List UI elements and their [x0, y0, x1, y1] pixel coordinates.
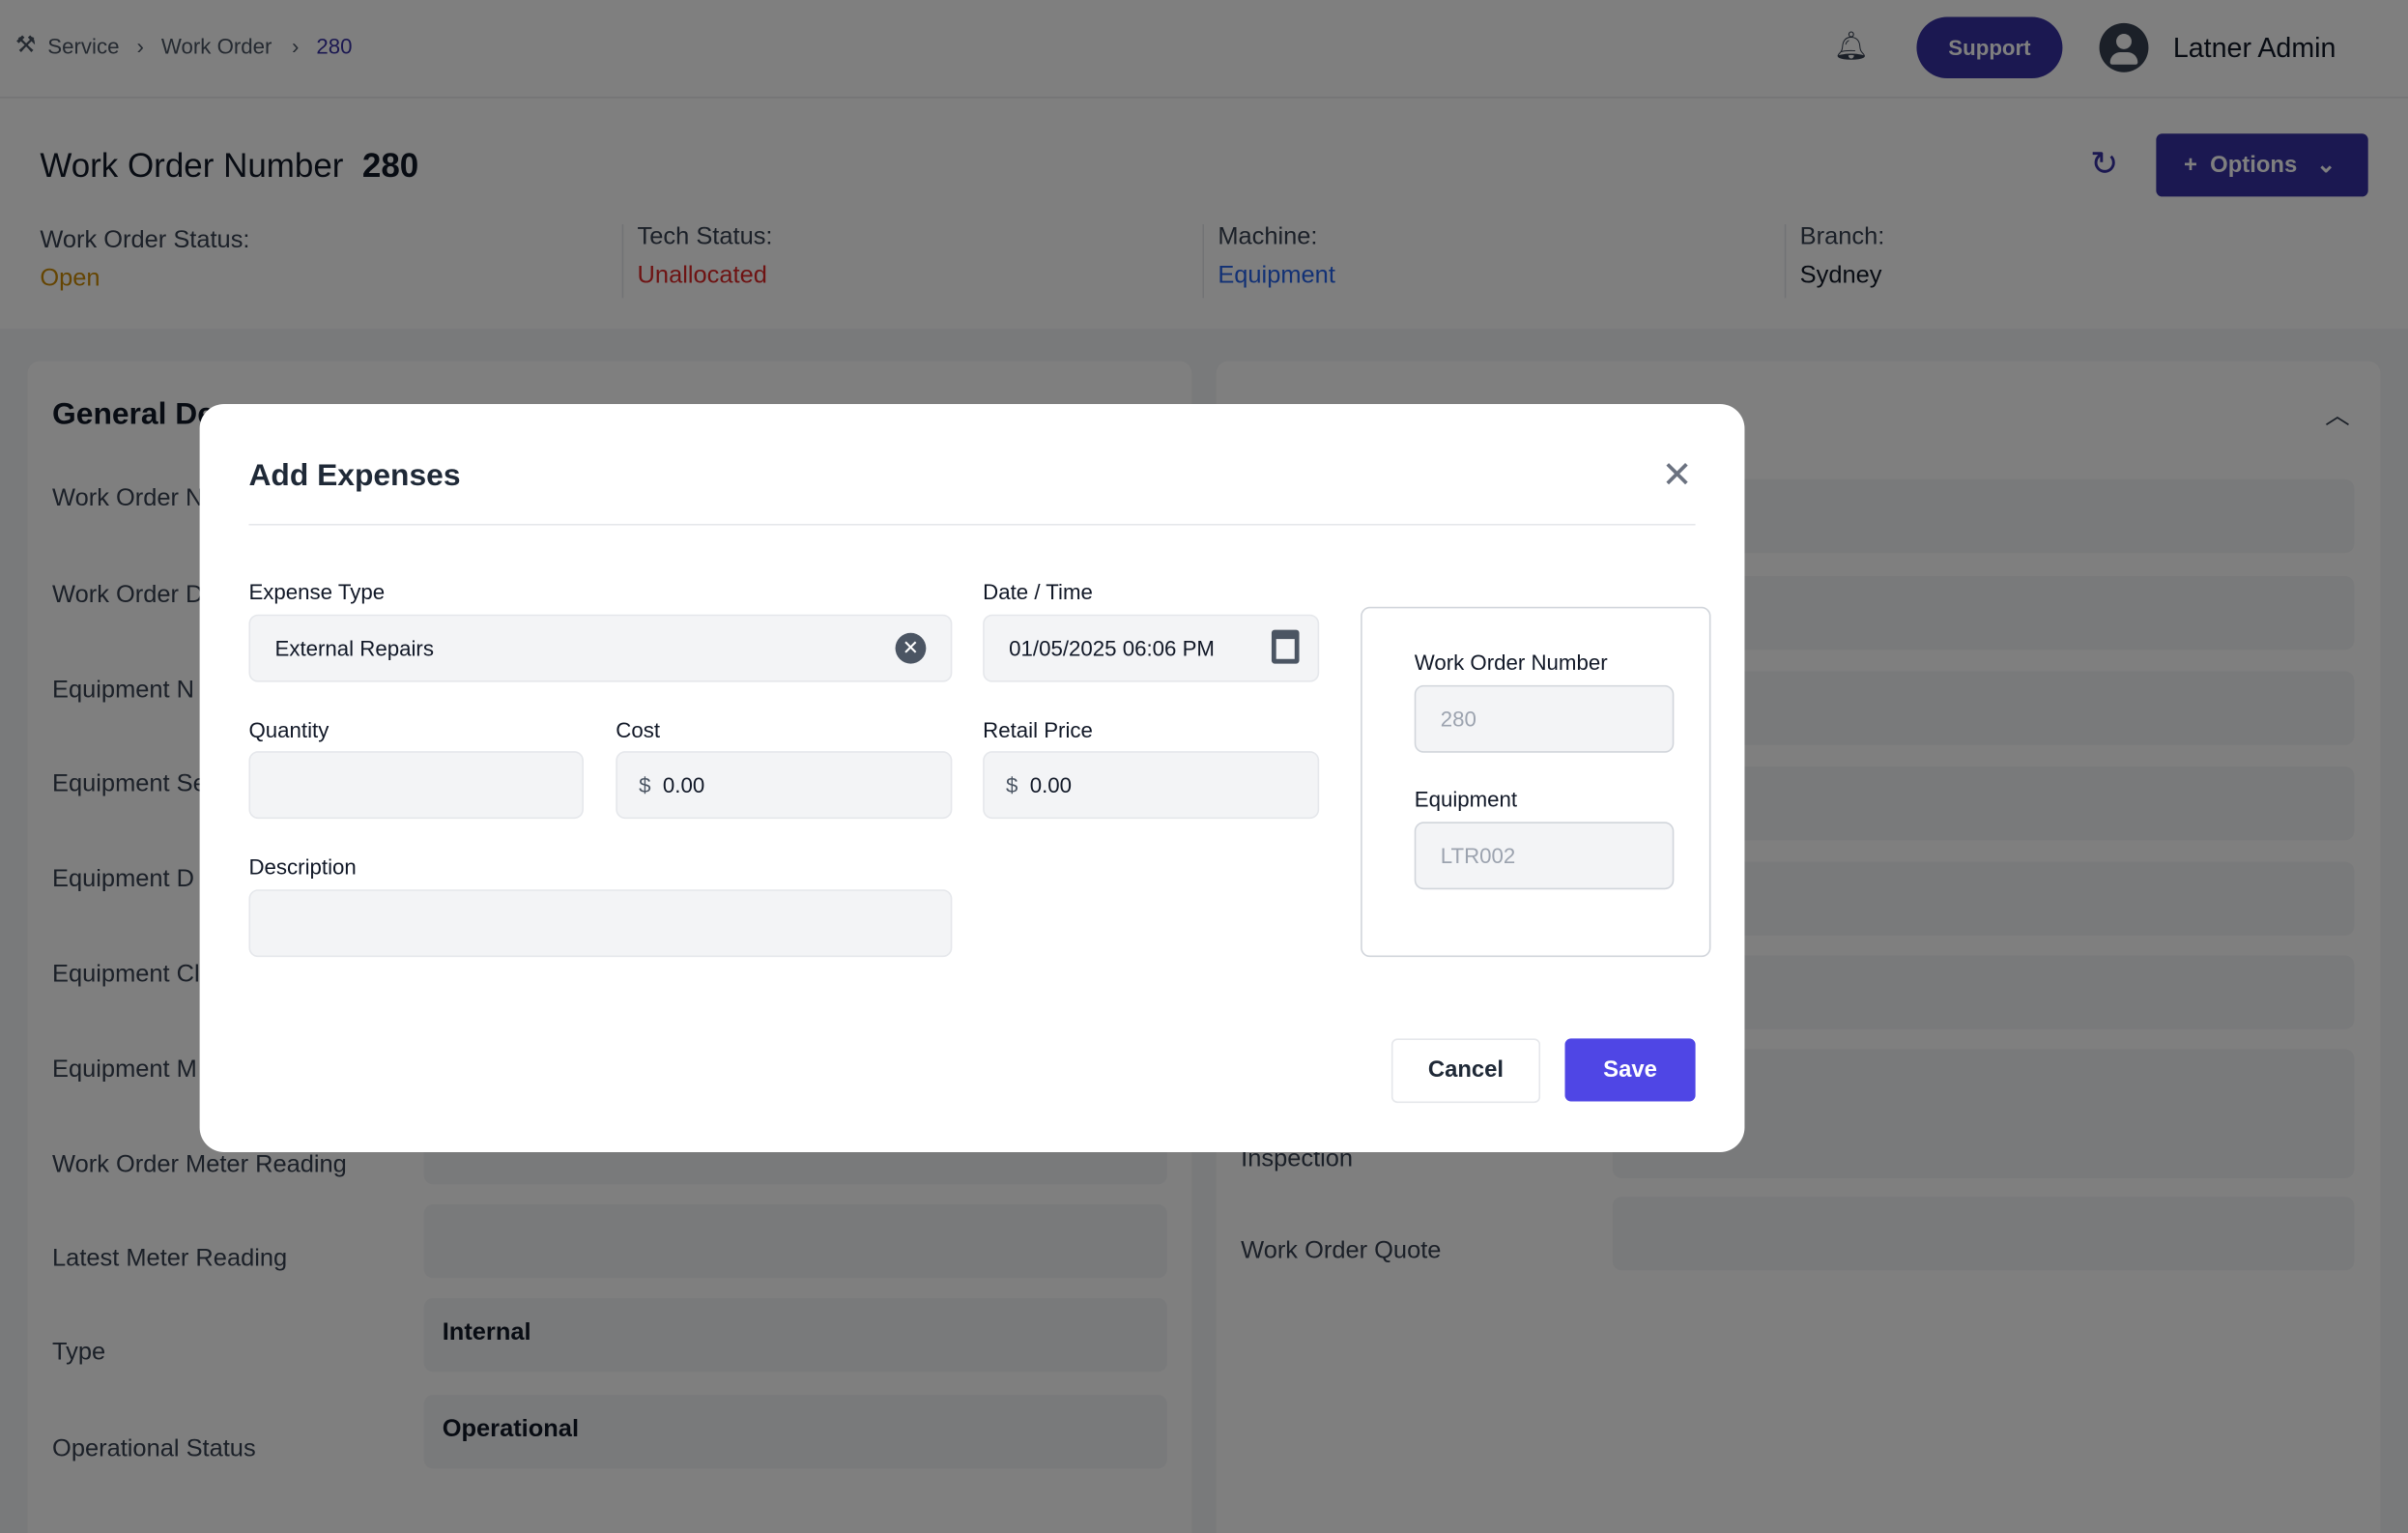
- save-button[interactable]: Save: [1564, 1038, 1696, 1102]
- equipment-input: LTR002: [1414, 822, 1675, 890]
- retail-price-label: Retail Price: [983, 717, 1093, 742]
- expense-type-label: Expense Type: [248, 579, 386, 604]
- description-label: Description: [248, 853, 357, 880]
- cancel-button[interactable]: Cancel: [1390, 1038, 1541, 1104]
- cost-input[interactable]: $ 0.00: [616, 751, 953, 820]
- currency-symbol: $: [639, 772, 651, 797]
- expense-type-select[interactable]: External Repairs ✕: [248, 614, 953, 682]
- divider: [248, 523, 1696, 526]
- wo-number-label: Work Order Number: [1414, 650, 1608, 675]
- datetime-input[interactable]: 01/05/2025 06:06 PM: [983, 614, 1320, 682]
- add-expenses-modal: Add Expenses ✕ Expense Type External Rep…: [199, 403, 1745, 1152]
- cost-value: 0.00: [662, 772, 705, 797]
- datetime-label: Date / Time: [983, 579, 1093, 604]
- datetime-value: 01/05/2025 06:06 PM: [1009, 635, 1215, 661]
- description-input[interactable]: [248, 889, 953, 958]
- currency-symbol: $: [1005, 772, 1018, 797]
- close-icon[interactable]: ✕: [1661, 454, 1693, 497]
- calendar-icon[interactable]: [1271, 629, 1300, 664]
- quantity-label: Quantity: [248, 717, 330, 742]
- expense-type-value: External Repairs: [274, 635, 434, 661]
- equipment-label: Equipment: [1414, 786, 1518, 812]
- quantity-input[interactable]: [248, 751, 584, 820]
- work-order-info-box: Work Order Number 280 Equipment LTR002: [1361, 606, 1711, 958]
- cost-label: Cost: [616, 717, 661, 742]
- retail-price-input[interactable]: $ 0.00: [983, 751, 1320, 820]
- wo-number-input: 280: [1414, 684, 1675, 753]
- retail-price-value: 0.00: [1029, 772, 1073, 797]
- clear-icon[interactable]: ✕: [895, 632, 927, 664]
- modal-title: Add Expenses: [248, 459, 461, 494]
